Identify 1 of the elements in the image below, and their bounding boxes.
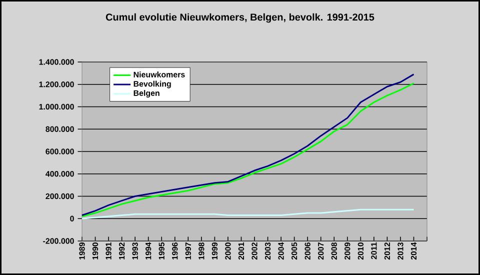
chart-title: Cumul evolutie Nieuwkomers, Belgen, bevolk. 1991-2015 xyxy=(106,13,374,23)
